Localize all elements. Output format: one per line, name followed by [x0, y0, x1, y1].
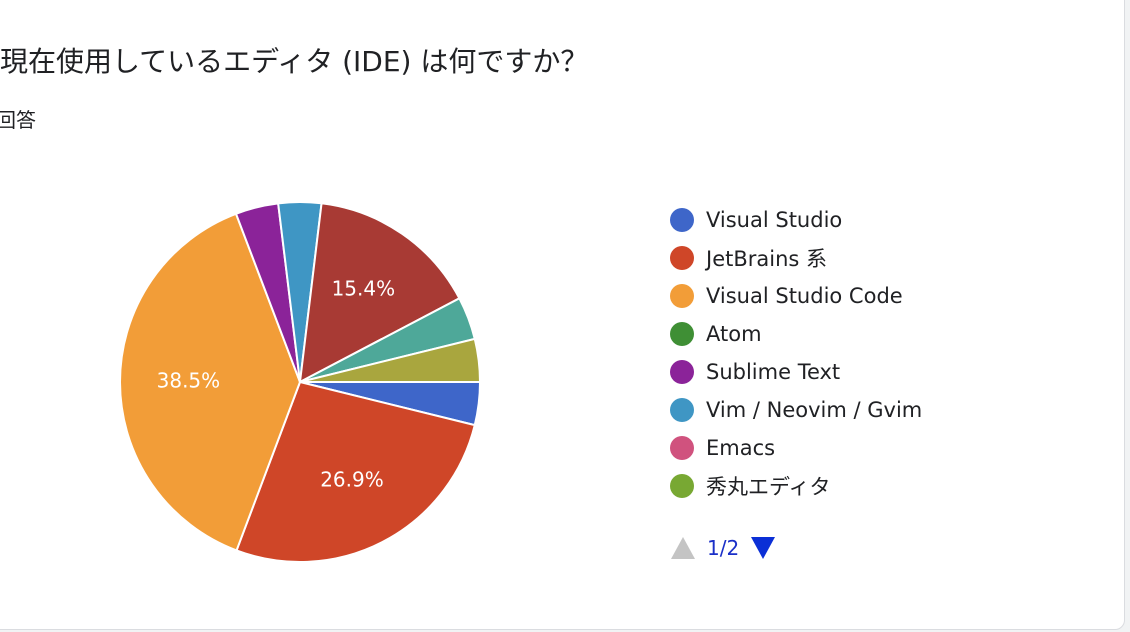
- legend-swatch: [670, 208, 694, 232]
- pie-chart: 26.9% 38.5% 15.4%: [119, 201, 482, 563]
- legend-item: Sublime Text: [670, 353, 922, 391]
- triangle-down-icon[interactable]: [751, 537, 776, 559]
- legend-pager: 1/2: [671, 536, 776, 560]
- pie-slice[interactable]: [298, 202, 461, 384]
- legend-swatch: [670, 322, 694, 346]
- legend-item: JetBrains 系: [670, 239, 922, 277]
- chart-legend: Visual Studio JetBrains 系 Visual Studio Co…: [670, 201, 922, 505]
- legend-swatch: [670, 474, 694, 498]
- legend-label: Visual Studio: [706, 208, 843, 232]
- legend-item: 秀丸エディタ: [670, 467, 922, 505]
- pie-slice[interactable]: [235, 380, 476, 563]
- question-title: 現在使用しているエディタ (IDE) は何ですか？: [0, 45, 589, 78]
- slice-label: 26.9%: [320, 467, 384, 491]
- pie-slice[interactable]: [299, 337, 482, 383]
- legend-label: JetBrains 系: [706, 247, 828, 271]
- legend-item: Vim / Neovim / Gvim: [670, 391, 922, 429]
- legend-label: Visual Studio Code: [706, 284, 903, 308]
- legend-swatch: [670, 360, 694, 384]
- legend-label: Sublime Text: [706, 360, 841, 384]
- triangle-up-icon[interactable]: [671, 537, 695, 559]
- legend-swatch: [670, 436, 694, 460]
- slice-label: 38.5%: [157, 369, 221, 393]
- legend-swatch: [670, 284, 694, 308]
- legend-page-indicator: 1/2: [707, 536, 740, 560]
- legend-swatch: [670, 398, 694, 422]
- pie-slice[interactable]: [119, 212, 302, 552]
- slice-label: 15.4%: [332, 277, 396, 301]
- legend-label: Vim / Neovim / Gvim: [706, 398, 923, 422]
- legend-label: Atom: [706, 322, 762, 346]
- legend-item: Visual Studio: [670, 201, 922, 239]
- legend-item: Visual Studio Code: [670, 277, 922, 315]
- response-count: 回答: [0, 108, 36, 132]
- legend-label: Emacs: [706, 436, 776, 460]
- legend-item: Atom: [670, 315, 922, 353]
- legend-swatch: [670, 246, 694, 270]
- legend-item: Emacs: [670, 429, 922, 467]
- legend-label: 秀丸エディタ: [706, 475, 831, 499]
